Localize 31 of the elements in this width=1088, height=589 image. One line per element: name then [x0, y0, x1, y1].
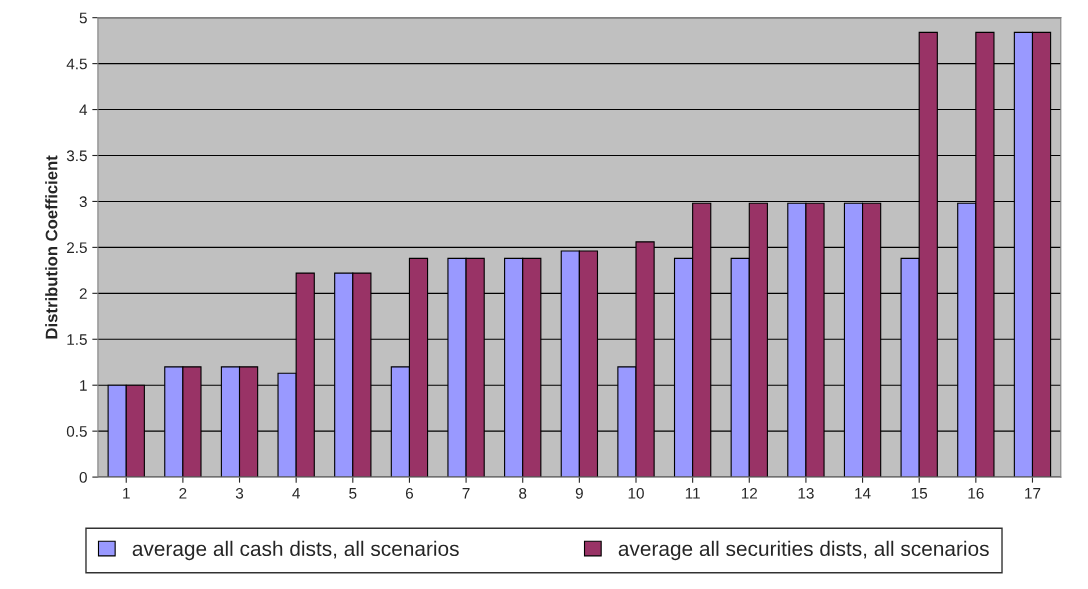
y-tick-label: 0.5 — [66, 426, 87, 437]
x-tick-label: 2 — [179, 487, 187, 499]
x-tick-label: 6 — [405, 487, 414, 499]
x-tick-label: 1 — [123, 488, 130, 499]
y-tick-label: 2.5 — [67, 242, 87, 254]
x-tick-label: 14 — [855, 488, 871, 499]
legend-label: average all securities dists, all scenarios — [618, 540, 989, 561]
y-tick-label: 3 — [79, 196, 87, 208]
y-tick-label: 2 — [79, 288, 87, 299]
x-tick-label: 13 — [798, 487, 814, 499]
x-tick-label: 5 — [349, 488, 357, 499]
y-tick-label: 4.5 — [66, 58, 87, 70]
x-tick-label: 17 — [1025, 488, 1041, 499]
x-tick-label: 8 — [519, 487, 527, 499]
y-tick-label: 3.5 — [66, 150, 87, 162]
y-tick-label: 4 — [79, 104, 88, 116]
x-tick-label: 12 — [741, 487, 758, 499]
y-tick-label: 5 — [79, 12, 87, 24]
x-tick-label: 16 — [968, 487, 984, 499]
y-tick-label: 1.5 — [67, 334, 87, 345]
y-tick-label: 0 — [79, 471, 87, 483]
x-tick-label: 3 — [235, 487, 244, 499]
y-axis-title: Distribution Coefficient — [45, 155, 58, 339]
legend-label: average all cash dists, all scenarios — [132, 540, 459, 561]
x-tick-label: 10 — [628, 487, 644, 499]
x-tick-label: 4 — [292, 488, 300, 499]
x-tick-label: 9 — [575, 487, 583, 499]
x-tick-label: 7 — [462, 488, 470, 499]
x-tick-label: 11 — [685, 488, 700, 499]
x-tick-label: 15 — [911, 488, 928, 499]
y-tick-label: 1 — [80, 380, 87, 391]
